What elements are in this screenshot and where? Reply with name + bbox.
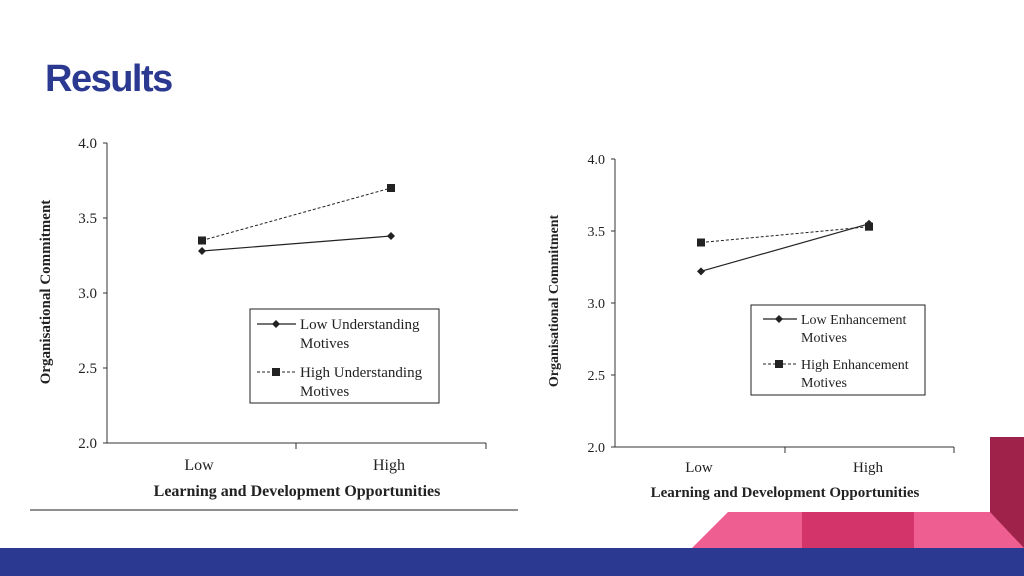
legend-square-marker [272, 368, 280, 376]
legend-diamond-marker [272, 320, 280, 328]
series-1-point-1 [865, 222, 873, 231]
series-0-point-0 [697, 267, 705, 276]
y-tick-label: 2.0 [78, 436, 97, 452]
series-1-point-1 [387, 184, 395, 192]
x-tick-low: Low [184, 457, 214, 474]
legend-label-high: High Understanding [300, 365, 423, 381]
legend-label-low-2: Motives [801, 331, 847, 346]
legend-label-high-2: Motives [801, 376, 847, 391]
legend-label-low: Low Enhancement [801, 313, 906, 328]
legend-square-marker [775, 360, 783, 368]
legend-label-high-2: Motives [300, 384, 349, 400]
x-axis-label: Learning and Development Opportunities [651, 485, 920, 501]
y-tick-label: 4.0 [588, 153, 606, 168]
series-line-0 [201, 235, 392, 252]
y-axis-label: Organisational Commitment [38, 200, 54, 385]
slide-title: Results [45, 58, 173, 100]
y-tick-label: 2.5 [78, 361, 97, 377]
y-tick-label: 2.0 [588, 441, 606, 456]
x-axis-label: Learning and Development Opportunities [154, 483, 441, 500]
y-tick-label: 2.5 [588, 369, 606, 384]
y-tick-label: 3.5 [588, 225, 606, 240]
series-line-1 [700, 226, 870, 244]
legend-label-high: High Enhancement [801, 358, 909, 373]
pink-dark-shape [802, 512, 914, 548]
x-tick-high: High [853, 460, 884, 476]
y-tick-label: 3.5 [78, 211, 97, 227]
y-tick-label: 3.0 [78, 286, 97, 302]
legend-label-low: Low Understanding [300, 317, 420, 333]
x-tick-low: Low [685, 460, 713, 476]
series-1-point-0 [697, 238, 705, 247]
series-line-1 [201, 187, 392, 241]
crimson-shape [990, 437, 1024, 548]
legend-box [249, 308, 440, 404]
y-axis-label: Organisational Commitment [547, 215, 562, 388]
bottom-bar [0, 548, 1024, 576]
y-tick-label: 3.0 [588, 297, 606, 312]
y-tick-label: 4.0 [78, 136, 97, 152]
series-0-point-0 [198, 247, 206, 255]
series-0-point-1 [387, 232, 395, 240]
x-tick-high: High [373, 457, 405, 474]
legend-label-low-2: Motives [300, 336, 349, 352]
legend-diamond-marker [775, 315, 783, 323]
series-line-0 [700, 223, 870, 272]
series-1-point-0 [198, 236, 206, 245]
